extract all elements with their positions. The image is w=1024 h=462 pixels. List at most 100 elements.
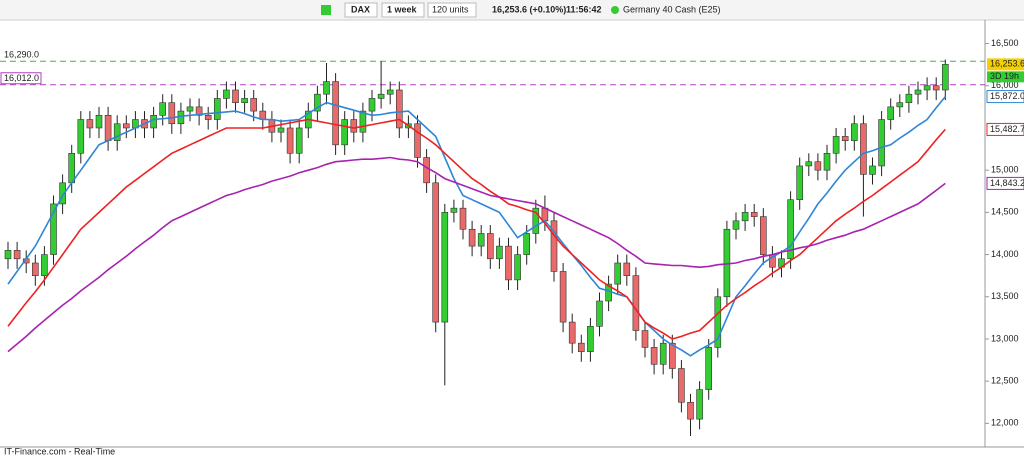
candle-body	[860, 123, 867, 175]
symbol-box[interactable]	[344, 2, 378, 18]
symbol[interactable]: DAX	[351, 4, 370, 14]
candle-body	[650, 347, 658, 365]
candle-body	[596, 300, 603, 327]
y-tick-label: 12,000	[991, 418, 1019, 428]
candle-body	[177, 110, 185, 125]
candle-body	[541, 207, 549, 222]
ma-label: 15,482.7	[990, 124, 1024, 134]
candle-body	[286, 127, 294, 154]
period[interactable]: 1 week	[387, 4, 418, 14]
candle-body	[450, 207, 458, 213]
candle-body	[687, 401, 694, 420]
chart-type-icon[interactable]	[321, 5, 331, 15]
last-price-label: 16,253.6	[990, 59, 1024, 69]
candle-body	[423, 157, 430, 184]
candle-body	[641, 330, 649, 348]
candle-body	[787, 199, 794, 260]
candle-body	[77, 119, 85, 154]
candle-body	[459, 207, 467, 230]
candle-body	[623, 262, 631, 276]
moving-average	[7, 156, 946, 353]
y-tick-label: 16,500	[991, 38, 1019, 48]
candle-body	[805, 161, 813, 167]
candle-body	[113, 123, 121, 141]
candle-body	[186, 106, 194, 112]
candle-body	[277, 127, 285, 133]
candle-body	[814, 161, 822, 171]
y-tick-label: 14,000	[991, 249, 1019, 259]
candle-body	[223, 89, 230, 99]
candle-body	[41, 254, 48, 276]
candle-body	[532, 207, 540, 234]
candle-body	[241, 98, 248, 103]
y-tick-label: 14,500	[991, 207, 1019, 217]
candle-body	[841, 136, 849, 141]
candle-body	[614, 262, 622, 285]
ma-label-box	[986, 90, 1024, 104]
candle-body	[714, 296, 722, 348]
toolbar	[0, 0, 1024, 20]
candle-body	[550, 220, 558, 272]
candle-body	[587, 326, 594, 352]
candle-body	[377, 93, 385, 99]
candle-body	[523, 233, 531, 255]
candle-body	[104, 115, 112, 141]
candle-body	[659, 342, 667, 365]
candle-body	[905, 93, 913, 103]
candle-body	[568, 321, 576, 344]
moving-average	[7, 118, 946, 340]
candle-body	[759, 216, 767, 255]
candle-body	[869, 165, 876, 175]
reference-label-box	[0, 72, 42, 85]
candle-body	[59, 182, 66, 205]
units-box[interactable]	[427, 2, 477, 18]
candle-body	[896, 102, 904, 108]
y-tick-label: 13,000	[991, 333, 1019, 343]
candle-body	[50, 203, 57, 255]
candle-body	[850, 123, 858, 141]
candle-body	[668, 342, 676, 369]
units[interactable]: 120 units	[432, 4, 469, 14]
candle-body	[123, 123, 130, 129]
countdown-box	[987, 71, 1024, 83]
status-dot	[611, 6, 619, 14]
period-box[interactable]	[381, 2, 425, 18]
quote: 16,253.6 (+0.10%)	[492, 4, 566, 14]
candle-body	[95, 115, 103, 129]
candle-body	[705, 347, 713, 390]
candle-body	[796, 165, 804, 201]
candle-body	[832, 136, 840, 154]
candle-body	[468, 228, 476, 247]
y-tick-label: 12,500	[991, 376, 1019, 386]
candle-body	[823, 152, 831, 171]
candle-body	[195, 106, 203, 116]
candle-body	[932, 85, 940, 91]
moving-average	[7, 96, 946, 357]
candle-body	[332, 81, 339, 146]
candle-body	[395, 89, 403, 129]
candle-body	[577, 342, 585, 352]
candle-body	[941, 64, 949, 91]
time: 11:56:42	[566, 4, 602, 14]
candle-body	[295, 127, 303, 154]
countdown-label: 3D 19h	[990, 71, 1019, 81]
candle-body	[341, 119, 349, 146]
candle-body	[632, 275, 640, 331]
candle-body	[368, 98, 376, 112]
candle-body	[441, 212, 449, 323]
ma-label: 15,872.0	[990, 91, 1024, 101]
candle-body	[496, 245, 503, 260]
candle-body	[878, 119, 885, 167]
candle-body	[4, 250, 12, 260]
candle-body	[232, 89, 239, 103]
last-price-box	[987, 58, 1024, 71]
y-tick-label: 13,500	[991, 291, 1019, 301]
y-tick-label: 16,000	[991, 80, 1019, 90]
instrument: Germany 40 Cash (E25)	[623, 4, 721, 14]
candle-body	[750, 212, 758, 217]
candle-body	[350, 119, 358, 133]
ma-label-box	[986, 176, 1024, 190]
candle-body	[250, 98, 257, 112]
candle-body	[486, 233, 494, 260]
